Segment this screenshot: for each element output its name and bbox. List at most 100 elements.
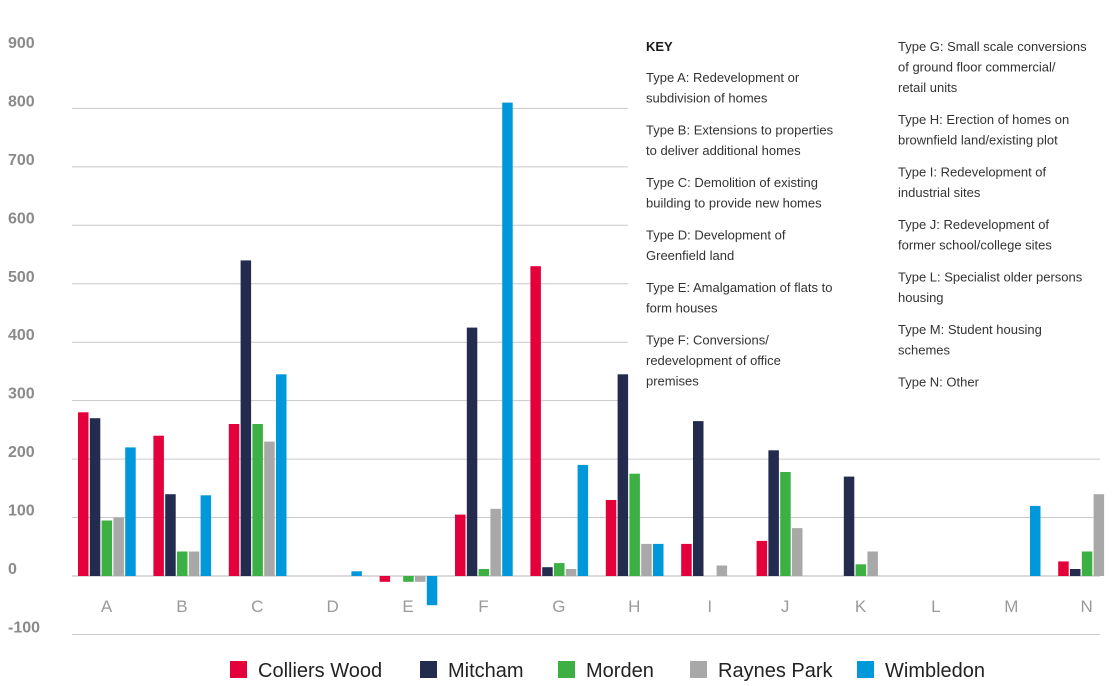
bar <box>415 576 426 582</box>
key-entry-line: Type B: Extensions to properties <box>646 123 834 138</box>
legend-swatch <box>558 661 575 678</box>
legend-label: Morden <box>586 660 654 682</box>
x-tick-label: E <box>402 597 413 616</box>
bar <box>113 517 124 576</box>
bar <box>101 520 113 576</box>
key-entry-line: Type C: Demolition of existing <box>646 175 818 190</box>
legend-swatch <box>230 661 247 678</box>
bar <box>554 563 565 576</box>
bar <box>756 540 768 576</box>
bar <box>1030 505 1041 576</box>
type-key: KEY Type A: Redevelopment or subdivision o… <box>646 39 1087 390</box>
bar <box>843 476 855 576</box>
key-entry-line: Type L: Specialist older persons <box>898 270 1083 285</box>
legend-label: Raynes Park <box>718 660 833 682</box>
bar <box>466 327 478 576</box>
bar <box>867 551 878 576</box>
bar <box>177 551 188 576</box>
x-tick-label: B <box>176 597 187 616</box>
bar <box>542 567 553 576</box>
x-tick-label: N <box>1081 597 1093 616</box>
bar <box>379 576 391 582</box>
bar <box>200 495 212 576</box>
key-entry-line: Type A: Redevelopment or <box>646 70 800 85</box>
x-tick-label: K <box>855 597 867 616</box>
key-title: KEY <box>646 39 673 54</box>
key-entry-line: of ground floor commercial/ <box>898 60 1056 75</box>
key-entry-line: Type G: Small scale conversions <box>898 39 1087 54</box>
x-tick-label: J <box>781 597 790 616</box>
bar <box>1093 494 1105 576</box>
bar <box>629 473 640 576</box>
key-entry-line: form houses <box>646 301 718 316</box>
bar <box>653 543 664 576</box>
key-entry-line: Type I: Redevelopment of <box>898 165 1047 180</box>
bar <box>1081 551 1093 576</box>
key-entry-line: subdivision of homes <box>646 91 768 106</box>
key-entry-line: schemes <box>898 343 951 358</box>
bar <box>502 102 513 576</box>
bar <box>565 569 577 576</box>
bar <box>188 551 200 576</box>
y-tick-label: -100 <box>8 619 40 636</box>
bar <box>426 576 438 606</box>
bar <box>605 500 617 576</box>
x-tick-label: A <box>101 597 113 616</box>
bar <box>351 571 362 576</box>
key-entry-line: Type F: Conversions/ <box>646 333 769 348</box>
key-entry-line: Type N: Other <box>898 375 980 390</box>
bar <box>125 447 136 576</box>
y-tick-label: 500 <box>8 269 35 286</box>
bar <box>780 472 791 576</box>
y-tick-label: 0 <box>8 561 17 578</box>
legend-swatch <box>857 661 874 678</box>
legend-label: Wimbledon <box>885 660 985 682</box>
bar <box>716 565 728 576</box>
legend-swatch <box>420 661 437 678</box>
x-tick-label: L <box>931 597 940 616</box>
y-tick-label: 300 <box>8 386 35 403</box>
key-entry-line: Type D: Development of <box>646 228 786 243</box>
y-tick-label: 600 <box>8 210 35 227</box>
bar <box>455 514 466 576</box>
bar <box>240 260 252 576</box>
legend-label: Mitcham <box>448 660 524 682</box>
bar <box>792 528 803 576</box>
bar <box>153 435 164 576</box>
legend-swatch <box>690 661 707 678</box>
bar <box>264 441 275 576</box>
x-tick-label: H <box>628 597 640 616</box>
bar <box>617 374 629 576</box>
key-entry-line: retail units <box>898 80 958 95</box>
bar <box>78 412 89 576</box>
legend: Colliers Wood Mitcham Morden Raynes Park Wim… <box>230 660 985 682</box>
key-entry-line: industrial sites <box>898 185 981 200</box>
x-tick-label: C <box>251 597 263 616</box>
x-axis-ticks: A B C D E F G H I J K L M N <box>101 597 1093 616</box>
bar <box>228 424 240 576</box>
key-entry-line: Type H: Erection of homes on <box>898 112 1069 127</box>
bar <box>693 421 704 576</box>
bar <box>478 569 490 576</box>
x-tick-label: I <box>707 597 712 616</box>
key-entry-line: Greenfield land <box>646 248 734 263</box>
bar <box>1070 569 1081 576</box>
y-tick-label: 900 <box>8 35 35 52</box>
bars <box>78 102 1105 606</box>
bar <box>641 543 652 576</box>
legend-label: Colliers Wood <box>258 660 382 682</box>
y-tick-label: 200 <box>8 444 35 461</box>
key-entry-line: brownfield land/existing plot <box>898 133 1058 148</box>
key-entry-line: housing <box>898 290 944 305</box>
y-tick-label: 800 <box>8 93 35 110</box>
y-tick-label: 400 <box>8 327 35 344</box>
key-entry-line: premises <box>646 374 699 389</box>
x-tick-label: M <box>1004 597 1018 616</box>
y-tick-label: 100 <box>8 503 35 520</box>
bar <box>681 543 692 576</box>
bar <box>165 494 176 576</box>
bar <box>89 418 101 576</box>
y-axis-ticks: 900 800 700 600 500 400 300 200 100 0 -100 <box>8 35 40 637</box>
y-tick-label: 700 <box>8 152 35 169</box>
